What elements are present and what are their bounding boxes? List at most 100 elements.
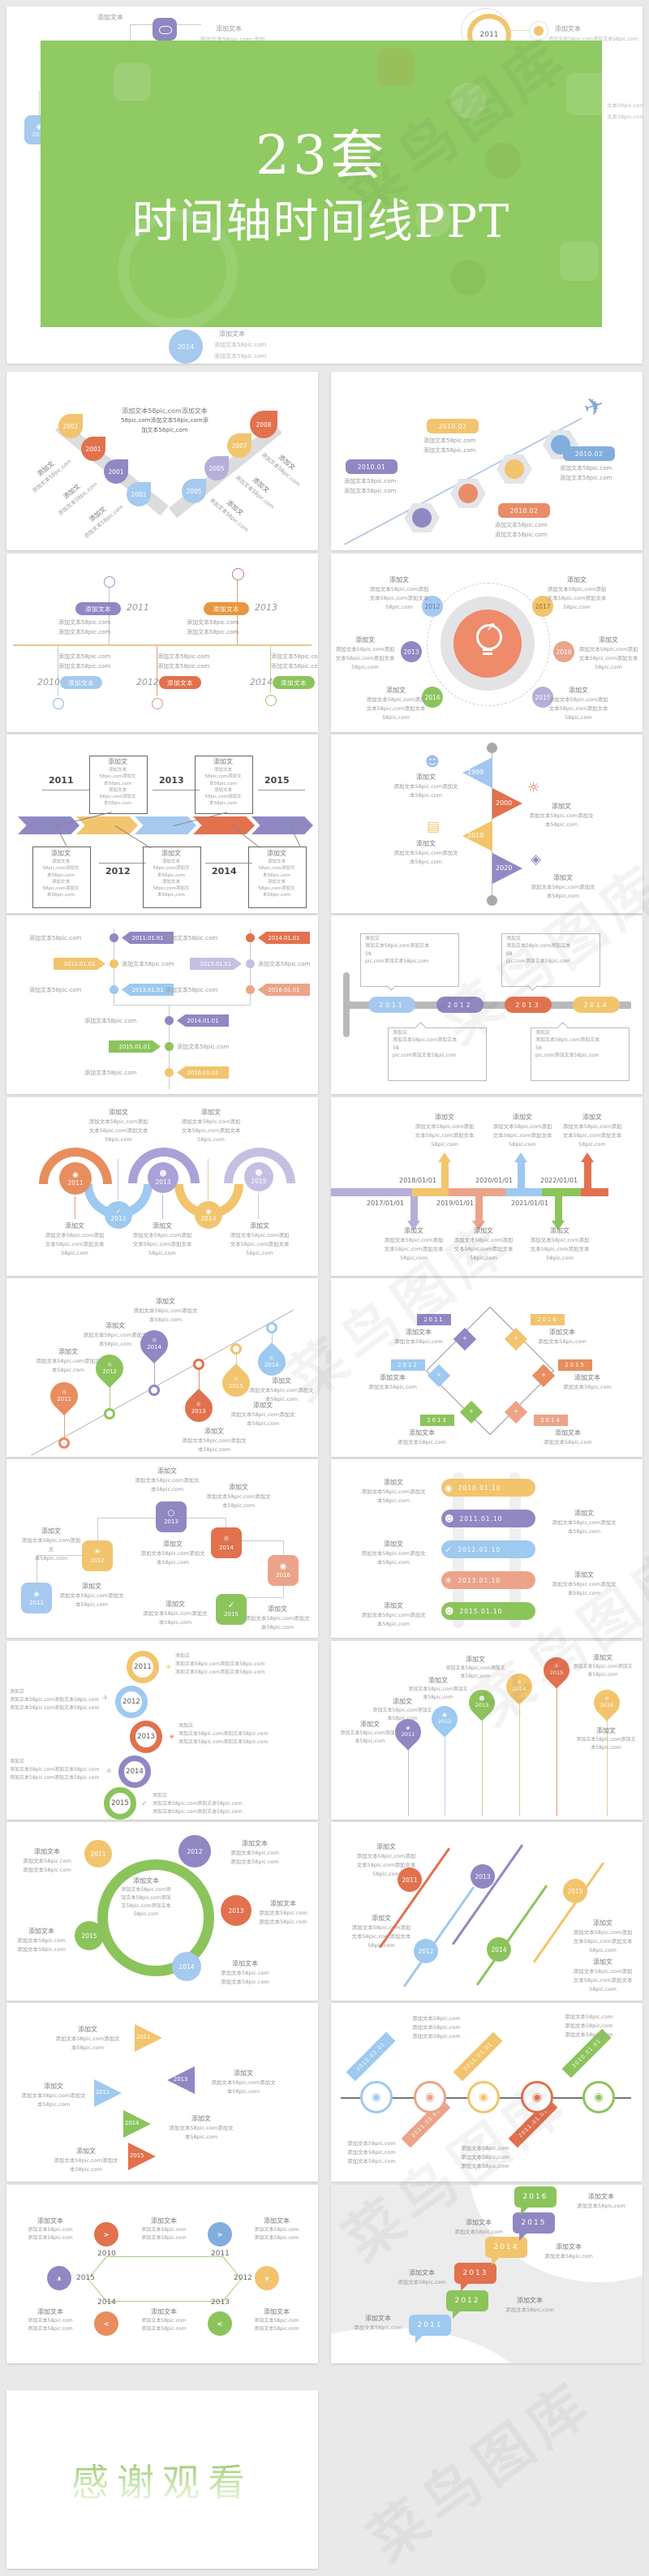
slide-green-hub[interactable]: 添加文本 添加文本58pic,com添 加文本58pic,com添加 文58pi… [6, 1822, 318, 2001]
people-icon: ☻ [255, 1169, 263, 1178]
year-node-2014: 2014 [487, 1937, 511, 1962]
cover-backdrop-label: 添加文本 [216, 25, 242, 32]
cover-backdrop-label: 添加文本 [219, 330, 245, 338]
bulb-icon [53, 698, 64, 709]
trunk [542, 1188, 581, 1196]
caption-block: 添加文本 添加文本58pic.com 添加文本58pic.com [141, 2308, 187, 2333]
mini-icon: ✓ [141, 1800, 148, 1808]
slide-zigzag-rings[interactable]: 2011 2012 2013 2014 2015 ✳ ✈ ✳ ☼ ✓ 添加文 添… [6, 1641, 318, 1820]
year-label: 2015 [130, 2152, 144, 2159]
slide-date-flags[interactable]: 2011.01.01 添加文本58pic.com 2012.01.01 添加文本… [6, 915, 318, 1094]
slide-triangle-column[interactable]: 1999 2000 2010 2020 ☻ ☼ ▤ ◈ 添加文 添加文本58pi… [331, 734, 643, 913]
caption-block: 添加文 添加文本58pic.com添加文本58pic.com 添加文本58pic… [175, 1653, 265, 1676]
stroke [475, 1885, 548, 1986]
caption-block: 添加文 添加文本58pic,com添加文 本58pic,com [143, 1600, 208, 1626]
year-label: 2012 [96, 2089, 110, 2096]
year-ring-2015: 2015 [104, 1787, 136, 1820]
connector [37, 1555, 84, 1556]
year-label: 2013 [255, 602, 277, 613]
caption-block: 添加文 添加文本58pic,com添加文 本58pic,com [573, 1654, 633, 1678]
ghost-circle [450, 83, 486, 118]
slide-diamond[interactable]: + + + + + + 2011 2012 2013 2016 2015 201… [331, 1278, 643, 1457]
caption-block: 添加文 添加文本58pic,com添加 文本58pic,com添加文本 58pi… [548, 687, 608, 721]
stem [154, 1358, 155, 1385]
mini-icon: ✳ [165, 1664, 172, 1672]
slide-bulb-hub[interactable]: ↗ 2012 2017 2013 2016 2014 2015 添加文 添加文本… [331, 554, 643, 732]
slide-v-timeline[interactable]: 添加文本58pic,com添加文本 58pic,com添加文本58pic,com… [6, 372, 318, 550]
caption-block: 添加文 添加文本58pic,com添加 文本58pic,com添加文本 58pi… [530, 1227, 590, 1261]
year-node-2011: 2011 [398, 1867, 422, 1892]
slide-chevron-timeline[interactable]: 2011 2013 2015 2012 2014 添加文 添加文本 58pic,… [6, 734, 318, 913]
slide-bulb-timeline[interactable]: 添加文本 2011 添加文本58pic.com 添加文本58pic.com 添加… [6, 554, 318, 732]
snowflake-icon: ✳ [93, 1548, 101, 1557]
slide-bubble-stairs[interactable]: 2011 2012 2013 2014 2015 2016 添加文本 添加文本5… [331, 2185, 643, 2363]
year-label: 2015 [264, 775, 290, 786]
caption: 添加文本58pic.com [258, 961, 311, 967]
triangle-2020 [492, 853, 522, 884]
drop-2008: 2008 [250, 411, 277, 438]
year-square-2012: ✳ 2012 [82, 1540, 113, 1571]
date-pill: 2010.01 [346, 459, 398, 474]
tool-icon: ✓ [115, 1208, 122, 1215]
year-label: 2013 [174, 2076, 188, 2083]
down-arrow-shaft [410, 1196, 418, 1221]
year-circle: ◉ 2014 [195, 1201, 222, 1229]
orbit-node-2014: 2014 [422, 687, 443, 708]
mini-icon: ☼ [105, 1768, 113, 1776]
stem [270, 646, 271, 693]
robot-arm-icon: ☼ [527, 780, 540, 796]
caption-block: 添加文 添加文本58pic,com添加文 本58pic,com [135, 1467, 200, 1493]
triangle-2013 [167, 2066, 195, 2094]
chevron [193, 816, 255, 834]
b ulb-base [483, 653, 492, 655]
text-box: 添加文 添加文本 58pic,com添加文 本58pic,com 添加文本 58… [32, 846, 91, 908]
slide-bar-callouts[interactable]: 2011 2012 2013 2014 添加文 添加文本58pic,com添加文… [331, 915, 643, 1094]
slide-stair-squares[interactable]: ◈ 2011 ✳ 2012 ○ 2013 ☼ 2014 ◉ 2016 ✓ 2015 添加文 … [6, 1459, 318, 1638]
callout-box: 添加文 添加文本58pic,com添加文本 58 pic,com添加文本58pi… [501, 933, 600, 987]
camera-icon: ◉ [445, 1482, 453, 1493]
line-node [193, 1359, 204, 1370]
caption-block: 添加文 添加文本58pic,com添加文 本58pic,com [393, 773, 458, 799]
caption-block: 添加文本 添加文本58pic.com 添加文本58pic.com [254, 2217, 299, 2242]
slide-scatter-triangles[interactable]: 2011 2013 2012 2014 2015 添加文 添加文本58pic,c… [6, 2003, 318, 2182]
slide-rising-balloons[interactable]: ◈ 2011 ◉ 2012 ☻ 2013 ✳ 2014 ☼ 2015 ✳ 2016 添加文 … [331, 1641, 643, 1820]
pin-icon: ◉ [205, 1208, 212, 1215]
year-pill: 2012 [436, 997, 484, 1013]
caption-block: 添加文 添加文本58pic,com添加文 本58pic,com [393, 840, 458, 865]
caption: 添加文本 添加文本58pic,com [454, 2219, 503, 2236]
year-pill: 2014 [573, 997, 620, 1013]
slide-branch-arrows[interactable]: 2018/01/01 2020/01/01 2022/01/01 2017/01… [331, 1097, 643, 1276]
caption: 添加文本 添加文本58pic,com [505, 2297, 554, 2314]
slide-camera-line[interactable]: 2010.01.01 2011.01.01 2010.01.01 2011.01… [331, 2003, 643, 2182]
hands-icon: ◈ [531, 851, 542, 868]
connector-line [39, 91, 40, 117]
line-node [266, 1322, 277, 1333]
caption-block: 添加文 添加文本58pic,com添加文 本58pic,com [340, 1721, 400, 1745]
year-label: 2010 [467, 832, 484, 839]
year-label: 2010 [37, 677, 60, 687]
node-dot [110, 959, 118, 968]
slide-rocket-diagonal[interactable]: ✈ 2010.01 添加文本58pic.com 添加文本58pic.com 20… [331, 372, 643, 550]
thanks-text: 感谢观看 [6, 2453, 318, 2507]
date-pill: ☻ 2011.01.10 [441, 1510, 535, 1527]
node-dot [110, 985, 118, 994]
caption: 添加文本 添加文本58pic,com [538, 1329, 587, 1346]
slide-hexagon-loop[interactable]: > 2010 > 2011 ∨ 2012 ∧ 2015 < 2014 < 201… [6, 2185, 318, 2363]
year-label: 2013 [159, 775, 184, 786]
camera-badge: ◉ [467, 2081, 500, 2113]
money-people-icon: ☻ [425, 754, 440, 770]
chevron-left-icon: < [103, 2320, 110, 2328]
gem-icon: ◈ [33, 1590, 40, 1600]
drop-2007: 2007 [227, 433, 251, 458]
slide-pill-list[interactable]: ◉ 2010.01.10 ☻ 2011.01.10 ✓ 2012.01.10 ✳ 201… [331, 1459, 643, 1638]
bubble-tail [461, 2284, 468, 2291]
slide-diagonal-balloons[interactable]: ☼ 2011 ☼ 2012 ☼ 2014 ☼ 2013 ☼ 2015 ☼ 2016 添加文 … [6, 1278, 318, 1457]
slide-cover[interactable]: 添加文本 添加文本 添加文本58pic.com 添加 ◈ 2011 2011 添… [6, 6, 643, 364]
stem [258, 1193, 259, 1219]
year-node-2013: 2013 [471, 1864, 495, 1889]
slide-diagonal-strokes[interactable]: 2011 2012 2013 2014 2015 添加文 添加文本58pic,c… [331, 1822, 643, 2001]
slide-snake-ribbon[interactable]: ◉ 2011 ✓ 2012 ☻ 2013 ◉ 2014 ☻ 2015 添加文 添加文本58… [6, 1097, 318, 1276]
stem [64, 1410, 65, 1437]
slide-thanks[interactable]: 感谢观看 [6, 2390, 318, 2569]
year-label: 2013 [211, 2298, 230, 2307]
